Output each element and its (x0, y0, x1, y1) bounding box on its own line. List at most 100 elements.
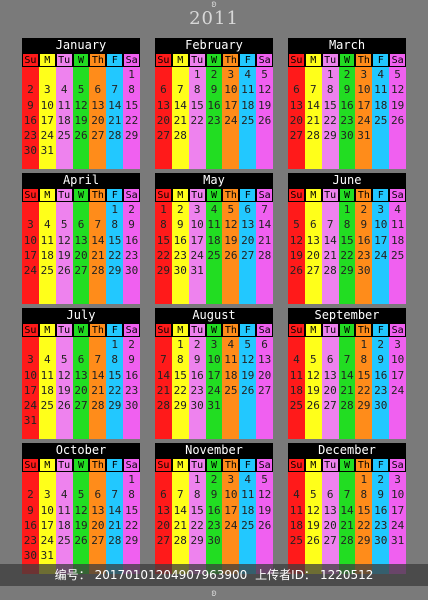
weekday-column: F 6 13 20 27 (239, 188, 257, 304)
day-cell: 24 (40, 129, 54, 143)
day-cell: 5 (261, 68, 268, 81)
day-cell (189, 413, 206, 428)
month-february: February Su 6 13 20 27 M 7 14 21 28 Tu 1 8 15 22 W 2 9 16 23… (155, 38, 274, 169)
day-cell: 6 (160, 488, 167, 502)
day-cell: 20 (91, 518, 105, 532)
day-cell (355, 413, 372, 428)
day-cell (288, 143, 305, 158)
day-cell: 29 (357, 534, 371, 548)
weekday-column: Su 5 12 19 26 (288, 188, 305, 304)
day-cell: 31 (40, 144, 54, 158)
day-cell: 1 (176, 338, 184, 351)
day-cell: 24 (390, 518, 405, 532)
weekday-column: Th 7 14 21 28 (89, 188, 107, 304)
day-cell: 4 (227, 338, 235, 351)
weekday-header: F (239, 458, 257, 472)
weekday-column: Th 1 8 15 22 29 (355, 323, 373, 439)
day-cell: 23 (207, 113, 221, 127)
day-cell (256, 263, 273, 278)
day-cell (56, 67, 73, 82)
day-cell: 15 (190, 98, 204, 112)
day-cell: 12 (306, 368, 320, 382)
day-cell: 28 (340, 399, 354, 413)
weekday-column: Sa 1 8 15 22 29 (123, 458, 141, 574)
day-cell: 6 (326, 488, 334, 502)
day-cell: 24 (357, 113, 371, 127)
footer-uploader-label: 上传者ID： (255, 568, 316, 582)
weekday-header: W (72, 323, 90, 337)
day-cell: 22 (190, 113, 204, 127)
day-cell: 19 (289, 248, 304, 262)
day-cell: 20 (323, 383, 337, 397)
weekday-header: Sa (256, 188, 274, 202)
weekday-column: Tu 2 9 16 23 30 (188, 323, 206, 439)
day-cell: 25 (289, 399, 304, 413)
day-cell: 28 (306, 129, 320, 143)
day-cell: 9 (360, 218, 368, 232)
day-cell: 16 (207, 98, 221, 112)
day-cell: 2 (343, 68, 351, 81)
day-cell: 6 (94, 488, 102, 502)
day-cell: 20 (289, 113, 304, 127)
day-cell: 4 (394, 203, 401, 216)
weekday-header: F (106, 458, 124, 472)
day-cell (172, 67, 189, 82)
weekday-header: Th (89, 53, 107, 67)
day-cell: 17 (40, 518, 54, 532)
day-cell: 20 (241, 233, 255, 247)
weekday-header: M (304, 458, 322, 472)
day-cell (206, 143, 223, 158)
weekday-header: W (338, 323, 356, 337)
day-cell: 8 (111, 353, 119, 367)
day-cell: 29 (357, 399, 371, 413)
weekday-column: W 5 12 19 26 (72, 53, 90, 169)
day-cell: 10 (224, 488, 238, 502)
weekday-header: W (338, 458, 356, 472)
day-cell (106, 143, 123, 158)
day-cell: 12 (74, 503, 88, 517)
day-cell: 9 (210, 83, 218, 97)
weekday-header: Su (288, 323, 305, 337)
day-cell: 22 (156, 248, 171, 262)
day-cell: 31 (357, 129, 371, 143)
day-cell (123, 413, 140, 428)
month-january: January Su 2 9 16 23 30 M 3 10 17 24 31 Tu 4 11 18 25 W 5 12… (22, 38, 141, 169)
weekday-header: M (304, 323, 322, 337)
day-cell: 28 (173, 534, 187, 548)
day-cell (239, 128, 256, 143)
day-cell: 23 (124, 248, 139, 262)
day-cell: 7 (176, 83, 184, 97)
day-cell: 21 (340, 518, 354, 532)
weekday-header: Sa (256, 323, 274, 337)
day-cell: 15 (323, 98, 337, 112)
weekday-header: Su (288, 458, 305, 472)
weekday-column: Th 3 10 17 24 31 (355, 53, 373, 169)
day-cell (39, 472, 56, 487)
weekday-header: Th (355, 188, 373, 202)
day-cell: 10 (207, 353, 221, 367)
day-cell: 11 (57, 503, 71, 517)
weekday-header: F (239, 323, 257, 337)
day-cell: 29 (108, 399, 122, 413)
day-cell (22, 202, 39, 217)
day-cell (355, 143, 372, 158)
weekday-header: Tu (321, 458, 339, 472)
day-cell: 1 (193, 473, 201, 486)
day-cell: 17 (224, 503, 238, 517)
day-cell: 25 (241, 518, 255, 532)
day-cell: 7 (343, 353, 351, 367)
day-cell: 2 (360, 203, 368, 216)
day-cell (222, 278, 239, 293)
day-cell: 26 (390, 113, 405, 127)
weekday-header: Sa (123, 188, 141, 202)
weekday-column: Sa 5 12 19 26 (256, 53, 274, 169)
day-cell (73, 337, 90, 352)
day-cell: 30 (374, 399, 388, 413)
day-cell: 27 (91, 534, 105, 548)
day-cell: 3 (210, 338, 218, 351)
day-cell: 19 (306, 518, 320, 532)
day-cell: 21 (340, 383, 354, 397)
day-cell (355, 278, 372, 293)
day-cell: 20 (257, 368, 272, 382)
weekday-column: F 3 10 17 24 (372, 188, 390, 304)
